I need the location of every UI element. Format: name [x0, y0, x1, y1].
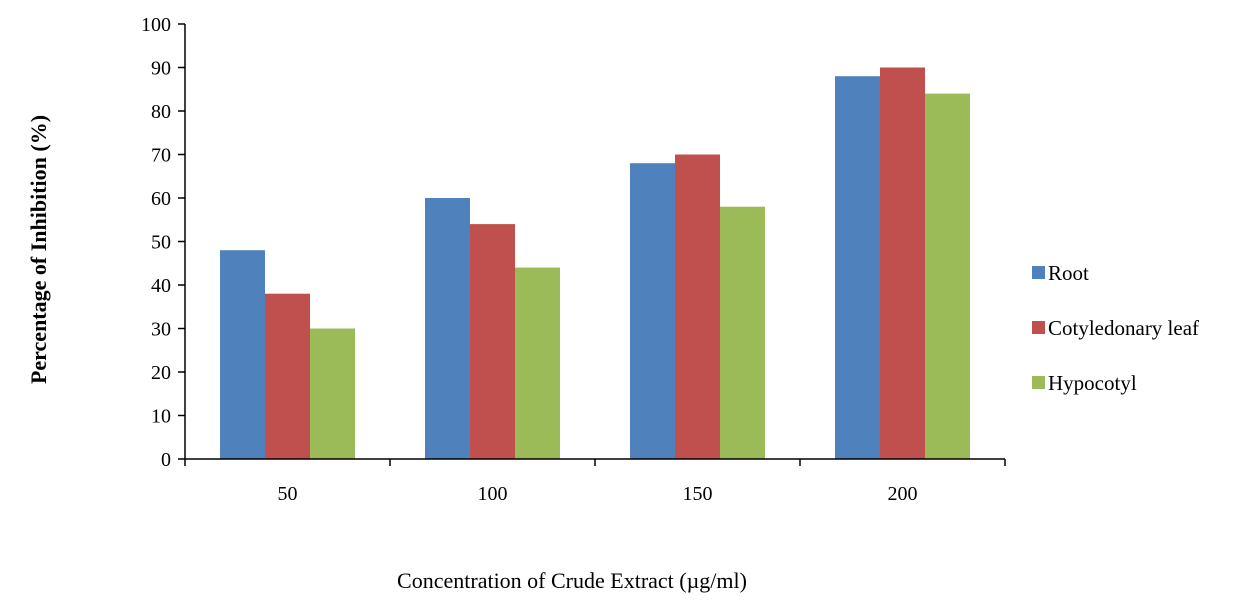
y-tick-label: 30 [151, 319, 171, 341]
bar-root-150 [630, 163, 675, 459]
y-tick-label: 10 [151, 406, 171, 428]
bar-hypocotyl-50 [310, 328, 355, 459]
y-tick-label: 100 [141, 14, 171, 36]
bar-cotyledonary-leaf-150 [675, 154, 720, 459]
legend-label: Hypocotyl [1048, 371, 1137, 395]
x-axis-title: Concentration of Crude Extract (µg/ml) [397, 568, 747, 593]
legend-swatch-cotyledonary-leaf [1032, 321, 1045, 334]
y-tick-label: 90 [151, 58, 171, 80]
bar-hypocotyl-200 [925, 93, 970, 459]
bar-cotyledonary-leaf-100 [470, 224, 515, 459]
y-tick-label: 80 [151, 101, 171, 123]
legend-label: Root [1048, 261, 1089, 285]
bar-root-200 [835, 76, 880, 459]
y-tick-label: 60 [151, 188, 171, 210]
axes-group: 50 100 150 200 0 10 20 30 40 50 60 70 80 90 100 [141, 14, 1006, 505]
x-tick-label: 200 [888, 483, 918, 505]
x-tick-label: 50 [278, 483, 298, 505]
bar-hypocotyl-100 [515, 267, 560, 459]
y-axis-title: Percentage of Inhibition (%) [26, 115, 51, 384]
bar-cotyledonary-leaf-50 [265, 293, 310, 459]
y-tick-label: 20 [151, 362, 171, 384]
legend-swatch-hypocotyl [1032, 376, 1045, 389]
x-tick-label: 150 [683, 483, 713, 505]
y-tick-label: 0 [161, 449, 171, 471]
bar-hypocotyl-150 [720, 206, 765, 459]
legend: Root Cotyledonary leaf Hypocotyl [1032, 261, 1199, 395]
x-tick-label: 100 [478, 483, 508, 505]
bars-group [220, 67, 970, 459]
y-tick-label: 70 [151, 145, 171, 167]
y-tick-label: 40 [151, 275, 171, 297]
bar-root-50 [220, 250, 265, 459]
legend-label: Cotyledonary leaf [1048, 316, 1199, 340]
legend-swatch-root [1032, 266, 1045, 279]
bar-cotyledonary-leaf-200 [880, 67, 925, 459]
bar-root-100 [425, 198, 470, 459]
y-tick-label: 50 [151, 232, 171, 254]
